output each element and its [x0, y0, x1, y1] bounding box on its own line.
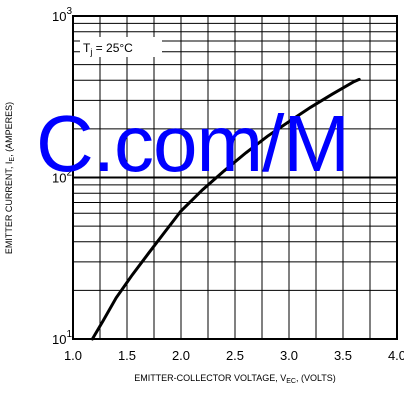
y-axis-label: EMITTER CURRENT, IE, (AMPERES): [4, 102, 16, 254]
x-tick-label: 1.0: [64, 348, 82, 363]
x-tick-label: 3.5: [334, 348, 352, 363]
y-tick-label: 102: [52, 168, 72, 186]
series-curve: [90, 77, 361, 341]
x-tick-label: 3.0: [280, 348, 298, 363]
x-tick-label: 2.5: [226, 348, 244, 363]
x-tick-label: 1.5: [118, 348, 136, 363]
plot-frame: [72, 15, 398, 340]
annotation-tj: Tj = 25°C: [83, 41, 133, 57]
x-tick-labels: 1.0 1.5 2.0 2.5 3.0 3.5 4.0: [64, 348, 404, 363]
grid: [73, 16, 397, 339]
x-tick-label: 4.0: [388, 348, 404, 363]
x-axis-label: EMITTER-COLLECTOR VOLTAGE, VEC, (VOLTS): [134, 373, 336, 385]
y-tick-label: 103: [52, 6, 72, 24]
y-tick-label: 101: [52, 329, 72, 347]
x-tick-label: 2.0: [172, 348, 190, 363]
watermark-text: C.com/M: [36, 99, 350, 188]
annotation-box: [80, 37, 162, 57]
y-tick-labels: 101 102 103: [52, 6, 72, 347]
